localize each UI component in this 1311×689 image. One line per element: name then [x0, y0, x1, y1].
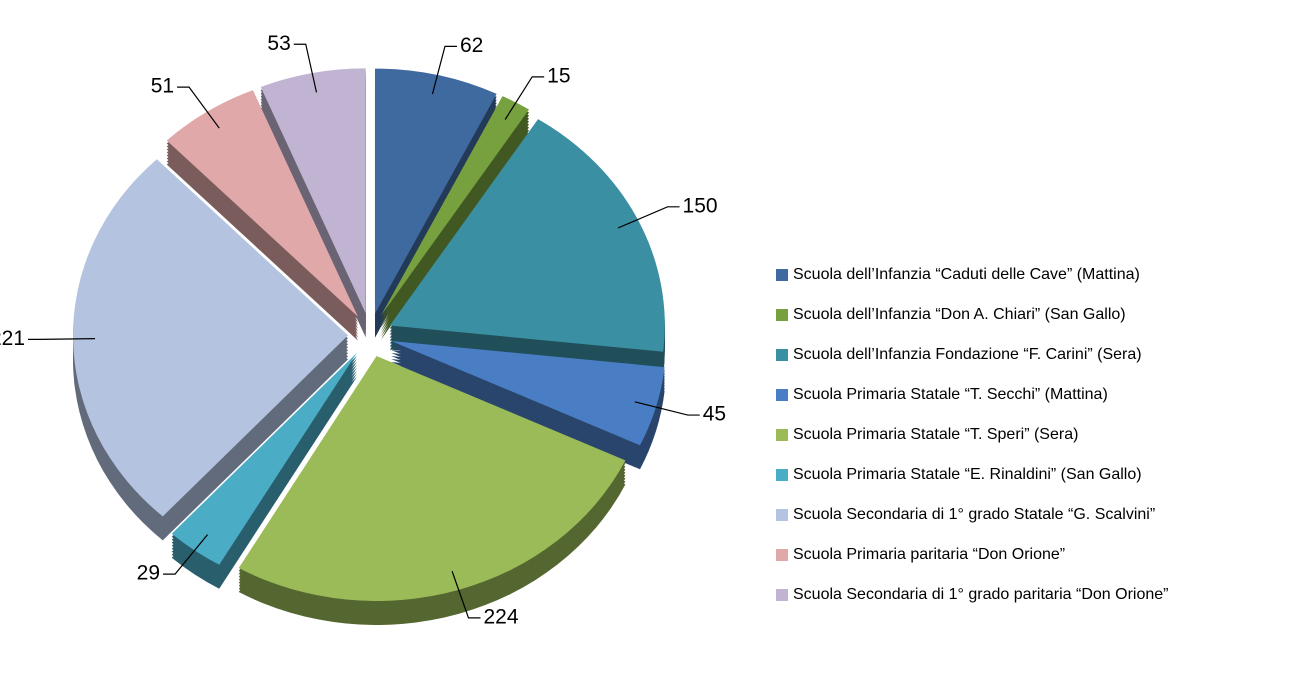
data-label: 45 — [703, 403, 726, 426]
data-label: 221 — [0, 327, 25, 350]
leader-line — [163, 534, 209, 575]
data-label: 150 — [683, 194, 718, 217]
data-label: 15 — [547, 64, 570, 87]
leader-line — [617, 206, 680, 229]
legend-swatch — [776, 389, 788, 401]
legend-label: Scuola Primaria paritaria “Don Orione” — [793, 546, 1065, 563]
slice — [380, 96, 530, 316]
slice — [389, 119, 665, 352]
legend-swatch — [776, 549, 788, 561]
legend-label: Scuola dell’Infanzia “Caduti delle Cave”… — [793, 266, 1140, 283]
data-label: 29 — [137, 562, 160, 585]
data-label: 53 — [267, 32, 290, 55]
legend-swatch — [776, 469, 788, 481]
leader-line — [634, 401, 700, 416]
legend-swatch — [776, 269, 788, 281]
legend-swatch — [776, 429, 788, 441]
legend-label: Scuola Primaria Statale “T. Secchi” (Mat… — [793, 386, 1108, 403]
leader-line — [451, 570, 481, 619]
data-label: 51 — [151, 75, 174, 98]
slice — [171, 352, 358, 565]
legend-swatch — [776, 509, 788, 521]
data-label: 62 — [460, 34, 483, 57]
leader-line — [28, 338, 96, 340]
legend-swatch — [776, 349, 788, 361]
leader-line — [504, 76, 545, 120]
slice — [238, 355, 626, 601]
legend-swatch — [776, 309, 788, 321]
legend-label: Scuola Secondaria di 1° grado Statale “G… — [793, 506, 1155, 523]
legend-label: Scuola dell’Infanzia Fondazione “F. Cari… — [793, 346, 1142, 363]
slice — [166, 90, 358, 317]
legend-label: Scuola Primaria Statale “T. Speri” (Sera… — [793, 426, 1078, 443]
slice — [73, 159, 349, 517]
legend-label: Scuola Secondaria di 1° grado paritaria … — [793, 586, 1169, 603]
leader-line — [293, 43, 318, 93]
slice — [374, 68, 497, 314]
legend-label: Scuola dell’Infanzia “Don A. Chiari” (Sa… — [793, 306, 1126, 323]
slice — [391, 340, 665, 446]
data-label: 224 — [483, 605, 518, 628]
legend-label: Scuola Primaria Statale “E. Rinaldini” (… — [793, 466, 1142, 483]
leader-line — [177, 86, 220, 129]
slice — [260, 68, 366, 314]
leader-line — [431, 45, 457, 95]
legend-swatch — [776, 589, 788, 601]
